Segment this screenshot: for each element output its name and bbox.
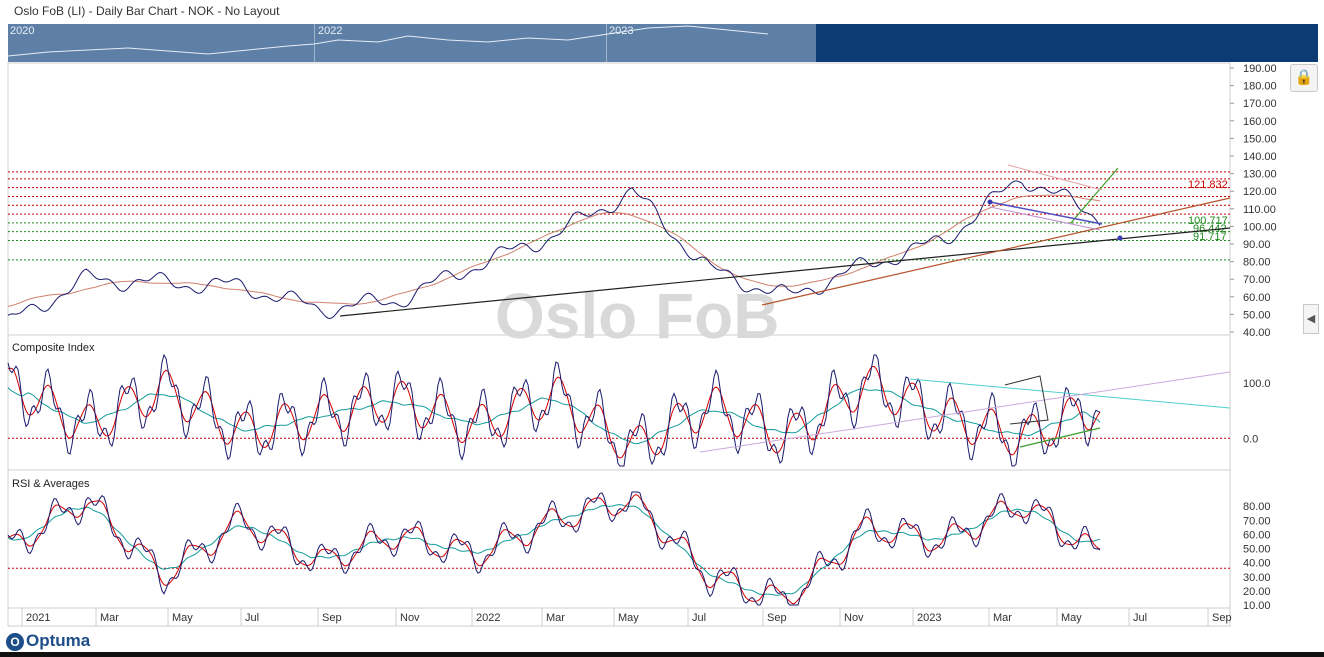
y-tick-label: 80.00 [1243,257,1271,269]
x-tick-label: Jul [692,612,706,624]
x-tick-label: May [618,612,639,624]
x-tick-label: 2021 [26,612,50,624]
trendline-black[interactable] [339,227,1231,317]
lock-button[interactable]: 🔒 [1290,64,1318,92]
y-tick-label: 130.00 [1243,169,1277,181]
level-label-green: 100.717 [1188,215,1228,227]
overview-navigator[interactable]: 2020 2022 2023 [8,24,816,62]
y-tick-label: 0.0 [1243,433,1258,445]
chevron-left-icon: ◀ [1306,313,1316,325]
y-tick-label: 180.00 [1243,81,1277,93]
x-tick-label: Mar [100,612,119,624]
x-tick-label: 2023 [917,612,941,624]
overview-year-label: 2023 [609,25,634,37]
composite-average [7,387,1101,445]
rsi-panel-frame [7,469,1231,609]
y-tick-label: 190.00 [1243,63,1277,75]
x-tick-label: Jul [1133,612,1147,624]
x-tick-label: May [1061,612,1082,624]
composite-signal [7,365,1101,459]
optuma-logo: O Optuma [6,631,90,651]
y-tick-label: 50.00 [1243,309,1271,321]
composite-trendline-green[interactable] [1019,427,1101,448]
optuma-logo-icon: O [6,632,24,651]
x-tick-label: Sep [767,612,787,624]
anchor-point[interactable] [987,199,993,205]
y-tick-label: 30.00 [1243,572,1271,584]
y-tick-label: 40.00 [1243,558,1271,570]
anchor-point[interactable] [1117,235,1123,241]
y-tick-label: 100.00 [1243,221,1277,233]
x-tick-label: May [172,612,193,624]
overview-divider [606,24,607,62]
y-tick-label: 150.00 [1243,133,1277,145]
overview-future-region [816,24,1318,62]
x-tick-label: Mar [993,612,1012,624]
status-bar [0,652,1324,657]
composite-trendline-cyan[interactable] [909,378,1231,409]
trendline-green[interactable] [1069,167,1119,225]
overview-year-label: 2022 [318,25,343,37]
y-tick-label: 70.00 [1243,515,1271,527]
trendline-brown[interactable] [761,197,1231,306]
rsi-average [7,504,1101,596]
x-tick-label: 2022 [476,612,500,624]
rsi-signal [7,494,1101,605]
composite-panel-title: Composite Index [12,342,95,354]
y-tick-label: 50.00 [1243,544,1271,556]
x-tick-label: Sep [1212,612,1232,624]
composite-line [7,353,1101,467]
lock-icon: 🔒 [1294,69,1314,86]
y-tick-label: 20.00 [1243,586,1271,598]
y-tick-label: 160.00 [1243,116,1277,128]
overview-divider [314,24,315,62]
x-tick-label: Nov [400,612,420,624]
rsi-line [7,491,1101,606]
chart-title: Oslo FoB (LI) - Daily Bar Chart - NOK - … [14,4,280,18]
y-tick-label: 60.00 [1243,292,1271,304]
x-tick-label: Jul [245,612,259,624]
y-tick-label: 100.0 [1243,378,1271,390]
y-tick-label: 170.00 [1243,98,1277,110]
channel-upper[interactable] [1007,164,1103,191]
y-tick-label: 90.00 [1243,239,1271,251]
x-tick-label: Nov [844,612,864,624]
y-tick-label: 60.00 [1243,529,1271,541]
level-label-green: 91.717 [1193,231,1227,243]
collapse-panel-button[interactable]: ◀ [1303,304,1319,334]
logo-text: Optuma [26,631,91,650]
x-tick-label: Mar [546,612,565,624]
channel-lower[interactable] [989,206,1101,231]
x-tick-label: Sep [322,612,342,624]
level-label-red: 121.832 [1188,179,1228,191]
y-tick-label: 110.00 [1243,204,1276,216]
y-tick-label: 80.00 [1243,501,1271,513]
overview-sparkline [8,25,769,57]
y-tick-label: 70.00 [1243,274,1271,286]
rsi-panel-title: RSI & Averages [12,478,90,490]
y-tick-label: 40.00 [1243,327,1271,339]
overview-year-label: 2020 [10,25,35,37]
composite-pattern[interactable] [1004,375,1049,425]
watermark: Oslo FoB [495,280,779,352]
y-tick-label: 10.00 [1243,600,1271,612]
y-tick-label: 140.00 [1243,151,1277,163]
y-tick-label: 120.00 [1243,186,1277,198]
composite-trendline-violet[interactable] [699,371,1231,453]
trendline-blue[interactable] [989,201,1103,225]
price-moving-average [7,194,1101,307]
price-line [7,180,1101,320]
level-label-green: 96.442 [1193,223,1227,235]
